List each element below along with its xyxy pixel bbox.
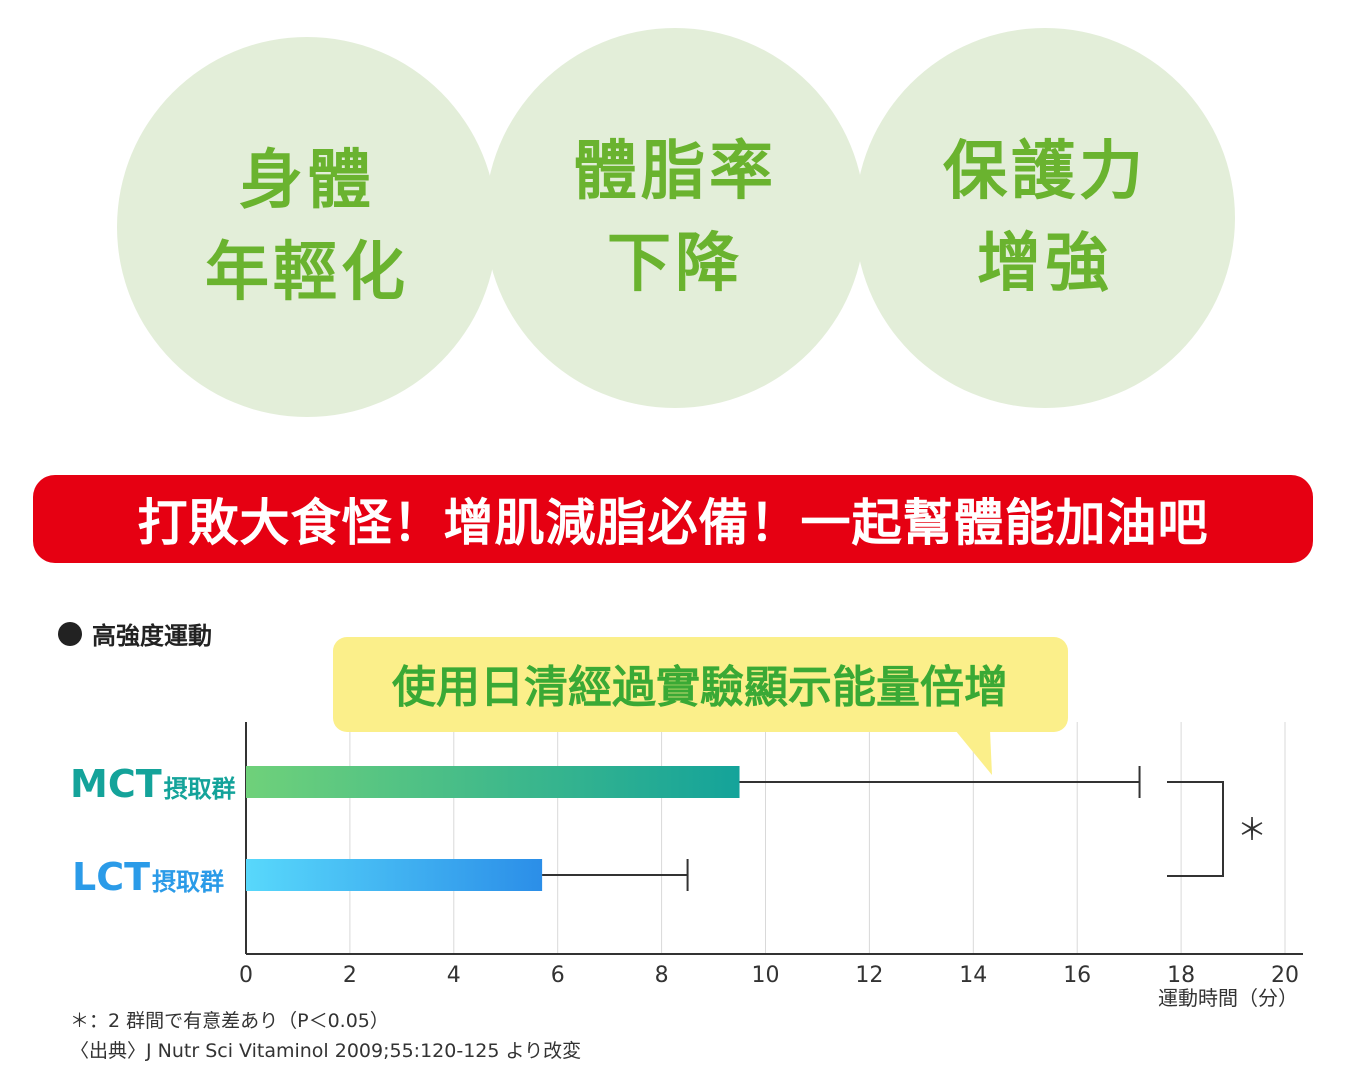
x-tick-label: 4 (447, 963, 461, 988)
significance-bracket: ＊ (1167, 781, 1267, 877)
circle-line-1: 保護力 (943, 135, 1147, 209)
callout-bubble: 使用日清經過實驗顯示能量倍增 (333, 637, 1068, 775)
axes: 0 2 4 6 8 10 12 14 16 18 20 (239, 722, 1303, 988)
circle-line-1: 體脂率 (573, 135, 777, 209)
category-suffix: 摂取群 (164, 775, 236, 803)
category-label-mct: MCT摂取群 (70, 762, 236, 806)
circle-line-2: 下降 (607, 227, 743, 301)
chart-legend: 高強度運動 (58, 616, 212, 651)
legend-label: 高強度運動 (92, 622, 212, 650)
legend-dot-icon (58, 621, 82, 646)
category-label-lct: LCT摂取群 (72, 855, 224, 899)
x-tick-label: 6 (551, 963, 565, 988)
bar-mct (246, 766, 740, 798)
promo-banner: 打敗大食怪！增肌減脂必備！一起幫體能加油吧 (33, 475, 1313, 563)
circle-line-2: 增強 (977, 227, 1113, 301)
significance-note: ＊：2 群間で有意差あり（P＜0.05） (70, 1010, 389, 1032)
grid-lines (349, 722, 1286, 954)
benefit-circle-protection: 保護力 增強 (855, 28, 1235, 408)
bars (246, 766, 1141, 891)
x-tick-label: 8 (655, 963, 669, 988)
x-tick-label: 0 (239, 963, 253, 988)
source-note: 〈出典〉J Nutr Sci Vitaminol 2009;55:120-125… (70, 1040, 582, 1062)
benefit-circle-body: 身體 年輕化 (117, 37, 497, 417)
x-tick-label: 14 (959, 963, 987, 988)
circle-line-2: 年輕化 (205, 236, 409, 310)
bar-lct (246, 859, 543, 891)
x-tick-label: 2 (343, 963, 357, 988)
callout-text: 使用日清經過實驗顯示能量倍增 (392, 662, 1008, 713)
x-tick-label: 10 (752, 963, 780, 988)
category-name: LCT (72, 855, 150, 899)
x-axis-label: 運動時間（分） (1158, 986, 1298, 1010)
x-tick-label: 20 (1271, 963, 1299, 988)
x-tick-label: 18 (1167, 963, 1195, 988)
circle-line-1: 身體 (239, 144, 375, 218)
x-tick-label: 12 (855, 963, 883, 988)
x-tick-label: 16 (1063, 963, 1091, 988)
category-name: MCT (70, 762, 162, 806)
significance-mark: ＊ (1237, 813, 1267, 848)
benefit-circle-fat: 體脂率 下降 (485, 28, 865, 408)
category-suffix: 摂取群 (152, 868, 224, 896)
